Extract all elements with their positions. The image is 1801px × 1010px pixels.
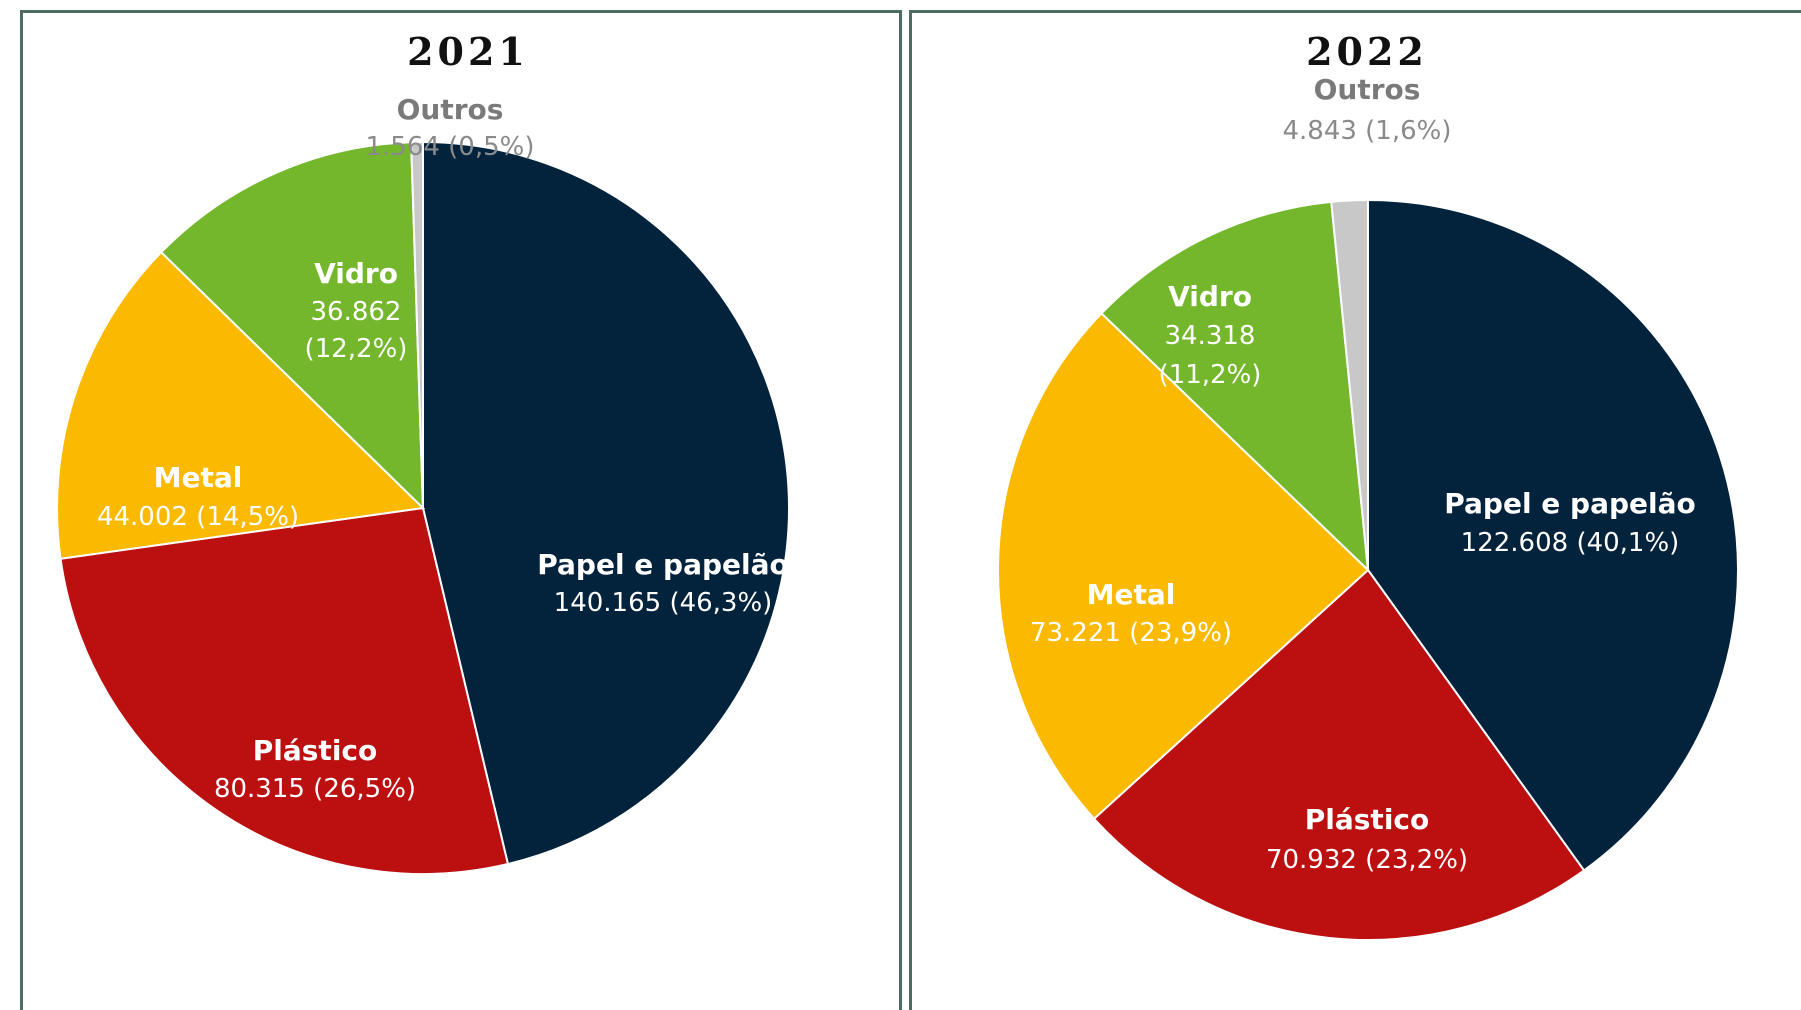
pie-chart-2021: 2021 Outros 1.564 (0,5%) Vidro 36.862 (1… — [56, 29, 790, 875]
slice-label-vidro: Vidro — [314, 257, 398, 290]
slice-label-papel: Papel e papelão — [1444, 487, 1695, 520]
pie-slice-metal — [997, 311, 1370, 821]
slice-label-outros: Outros — [1314, 73, 1421, 106]
slice-percent-vidro: (11,2%) — [1159, 360, 1262, 390]
slice-value-metal: 44.002 (14,5%) — [97, 502, 299, 532]
slice-value-metal: 73.221 (23,9%) — [1030, 618, 1232, 648]
pie-slice-papel — [1367, 198, 1739, 872]
slice-value-vidro: 34.318 — [1165, 321, 1256, 351]
pie-slice-outros — [1330, 198, 1369, 571]
slice-value-papel: 122.608 (40,1%) — [1461, 528, 1680, 558]
pie-slice-papel — [422, 140, 790, 866]
chart-title: 2022 — [1306, 29, 1428, 74]
slice-value-outros: 4.843 (1,6%) — [1282, 116, 1451, 146]
pie-chart-2022: 2022 Outros 4.843 (1,6%) Vidro 34.318 (1… — [997, 29, 1739, 941]
slice-label-plastico: Plástico — [253, 734, 378, 767]
pie-slice-plastico — [59, 506, 510, 875]
slice-value-plastico: 70.932 (23,2%) — [1266, 845, 1468, 875]
slice-label-metal: Metal — [154, 461, 243, 494]
slice-label-vidro: Vidro — [1168, 280, 1252, 313]
slice-label-metal: Metal — [1087, 578, 1176, 611]
pie-slice-outros — [410, 140, 424, 509]
slice-value-papel: 140.165 (46,3%) — [554, 588, 773, 618]
slice-value-vidro: 36.862 — [311, 297, 402, 327]
chart-panel-2021: 2021 Outros 1.564 (0,5%) Vidro 36.862 (1… — [20, 10, 902, 1010]
slice-label-plastico: Plástico — [1305, 803, 1430, 836]
slice-value-outros: 1.564 (0,5%) — [365, 132, 534, 162]
pie-slice-vidro — [1100, 200, 1370, 573]
pie-slice-vidro — [159, 141, 425, 511]
pie-slice-metal — [56, 250, 426, 560]
chart-title: 2021 — [407, 29, 529, 74]
slice-label-papel: Papel e papelão — [537, 548, 788, 581]
slice-value-plastico: 80.315 (26,5%) — [214, 774, 416, 804]
pie-slice-plastico — [1092, 568, 1586, 941]
slice-label-outros: Outros — [397, 93, 504, 126]
chart-panel-2022: 2022 Outros 4.843 (1,6%) Vidro 34.318 (1… — [909, 10, 1801, 1010]
slice-percent-vidro: (12,2%) — [305, 334, 408, 364]
